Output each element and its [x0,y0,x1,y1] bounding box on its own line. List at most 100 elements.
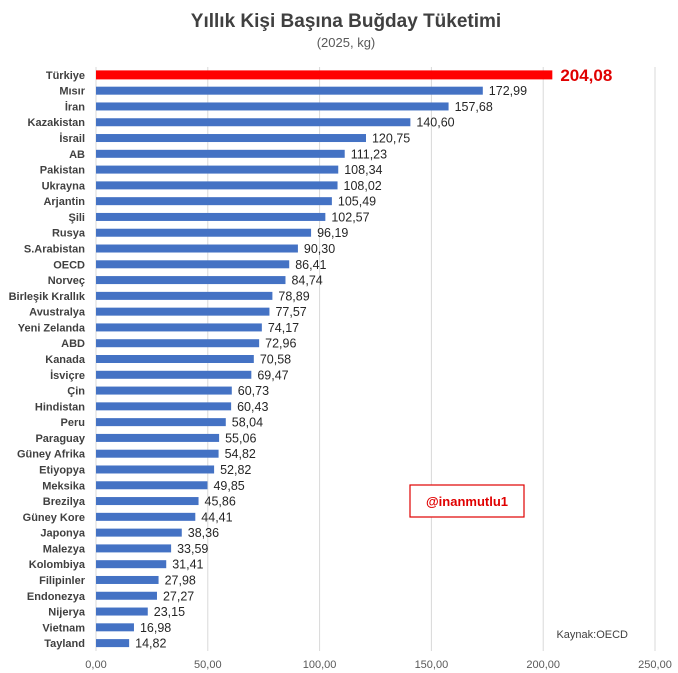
bar [96,134,366,143]
bar [96,560,167,569]
value-label: 86,41 [295,258,326,272]
value-label: 74,17 [268,321,299,335]
x-tick-label: 250,00 [638,659,672,671]
bar [96,165,339,174]
bar [96,544,172,553]
category-label: Ukrayna [42,180,86,192]
value-label: 69,47 [257,368,288,382]
value-label: 172,99 [489,84,527,98]
category-label: AB [69,149,85,161]
category-label: Türkiye [46,70,85,82]
bar [96,260,290,269]
category-label: Japonya [40,528,86,540]
value-label: 16,98 [140,621,171,635]
bar [96,339,260,348]
category-label: Şili [68,212,85,224]
category-label: Kolombiya [29,559,86,571]
value-label: 108,02 [344,179,382,193]
value-label: 60,73 [238,384,269,398]
value-label: 157,68 [455,100,493,114]
value-label: 78,89 [278,289,309,303]
category-label: Paraguay [35,433,85,445]
value-label: 60,43 [237,400,268,414]
value-label: 120,75 [372,132,410,146]
bar [96,102,449,111]
category-label: Malezya [43,543,86,555]
bar [96,323,262,332]
bar [96,149,345,158]
value-label: 72,96 [265,337,296,351]
category-label: OECD [53,259,85,271]
bar [96,244,298,253]
category-label: İsrail [59,132,85,145]
bar [96,386,232,395]
bar [96,449,219,458]
category-label: Etiyopya [39,464,86,476]
bar [96,528,182,537]
chart-subtitle: (2025, kg) [317,35,376,50]
category-label: Rusya [52,228,86,240]
bar [96,623,134,632]
chart-title: Yıllık Kişi Başına Buğday Tüketimi [191,11,501,32]
category-label: Endonezya [27,591,86,603]
category-label: Güney Kore [23,512,85,524]
value-label: 14,82 [135,637,166,651]
category-label: Pakistan [40,165,86,177]
category-label: Yeni Zelanda [18,322,86,334]
category-label: Meksika [42,480,86,492]
category-label: S.Arabistan [24,244,85,256]
value-label: 49,85 [213,479,244,493]
bar [96,86,483,95]
x-tick-label: 200,00 [526,659,560,671]
bar [96,70,553,80]
category-label: Vietnam [42,622,85,634]
category-label: Brezilya [43,496,86,508]
category-label: Nijerya [48,607,86,619]
category-label: Kanada [45,354,86,366]
x-tick-label: 150,00 [415,659,449,671]
category-label: Peru [61,417,85,429]
value-label: 204,08 [560,66,612,85]
value-label: 27,27 [163,589,194,603]
category-label: Kazakistan [28,117,86,129]
category-label: Çin [67,386,85,398]
value-label: 38,36 [188,526,219,540]
value-label: 27,98 [165,573,196,587]
category-label: Birleşik Krallık [9,291,86,303]
bar [96,402,232,411]
bar [96,575,159,584]
category-label: İran [65,100,85,113]
bar [96,591,157,600]
bar [96,418,226,427]
bar [96,212,326,221]
value-label: 96,19 [317,226,348,240]
category-label: ABD [61,338,85,350]
value-label: 140,60 [416,116,454,130]
bar [96,512,196,521]
category-label: Norveç [48,275,85,287]
bar [96,291,273,300]
category-label: Filipinler [39,575,86,587]
author-badge: @inanmutlu1 [409,484,525,518]
value-label: 31,41 [172,558,203,572]
x-axis-ticks: 0,00 50,00 100,00 150,00 200,00 250,00 [85,659,672,671]
bar [96,370,252,379]
value-label: 45,86 [205,495,236,509]
x-tick-label: 0,00 [85,659,106,671]
x-tick-label: 50,00 [194,659,222,671]
category-label: Hindistan [35,401,85,413]
value-label: 54,82 [225,447,256,461]
value-label: 90,30 [304,242,335,256]
value-label: 33,59 [177,542,208,556]
bar [96,228,312,237]
category-label: Tayland [44,638,85,650]
category-label: İsviçre [50,369,85,382]
value-label: 55,06 [225,431,256,445]
value-label: 44,41 [201,510,232,524]
bar [96,197,332,206]
category-label: Güney Afrika [17,449,86,461]
bar [96,118,411,127]
bar [96,481,208,490]
category-labels: Türkiye Mısır İran Kazakistan İsrail AB Pakist… [9,70,86,650]
